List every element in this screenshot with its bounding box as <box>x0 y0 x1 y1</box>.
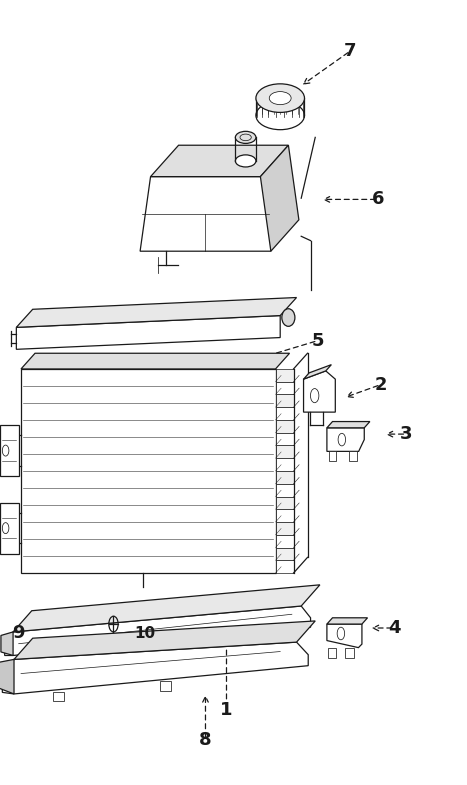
Polygon shape <box>0 502 19 553</box>
Polygon shape <box>327 428 364 451</box>
Polygon shape <box>276 548 294 560</box>
Polygon shape <box>276 509 294 522</box>
Polygon shape <box>16 298 297 327</box>
Polygon shape <box>276 560 294 573</box>
Polygon shape <box>21 353 290 369</box>
Polygon shape <box>13 585 320 632</box>
Polygon shape <box>0 425 19 476</box>
Polygon shape <box>160 681 171 691</box>
Text: 2: 2 <box>375 376 387 393</box>
Text: 5: 5 <box>311 332 324 349</box>
Polygon shape <box>304 364 332 379</box>
Polygon shape <box>349 451 357 461</box>
Polygon shape <box>276 458 294 471</box>
Polygon shape <box>276 420 294 433</box>
Polygon shape <box>140 177 271 251</box>
Polygon shape <box>2 642 308 694</box>
Text: 7: 7 <box>344 42 356 60</box>
Polygon shape <box>276 394 294 407</box>
Ellipse shape <box>269 92 291 104</box>
Polygon shape <box>276 497 294 509</box>
Polygon shape <box>1 632 13 655</box>
Polygon shape <box>327 624 362 648</box>
Text: 1: 1 <box>220 702 233 719</box>
Text: 8: 8 <box>199 732 212 749</box>
Polygon shape <box>329 451 336 461</box>
Polygon shape <box>276 382 294 394</box>
Polygon shape <box>304 371 335 412</box>
Polygon shape <box>276 407 294 420</box>
Polygon shape <box>0 659 14 694</box>
Polygon shape <box>276 522 294 535</box>
Polygon shape <box>21 369 276 573</box>
Polygon shape <box>16 316 280 349</box>
Polygon shape <box>328 648 336 658</box>
Ellipse shape <box>235 131 256 144</box>
Text: 9: 9 <box>13 625 25 642</box>
Polygon shape <box>276 433 294 446</box>
Ellipse shape <box>235 155 256 167</box>
Polygon shape <box>276 471 294 484</box>
Ellipse shape <box>282 309 295 327</box>
Polygon shape <box>276 535 294 548</box>
Polygon shape <box>261 145 299 251</box>
Polygon shape <box>5 606 311 655</box>
Polygon shape <box>150 145 289 177</box>
Polygon shape <box>14 621 315 659</box>
Polygon shape <box>276 369 294 382</box>
Polygon shape <box>276 484 294 497</box>
Polygon shape <box>327 618 368 624</box>
Polygon shape <box>346 648 354 658</box>
Polygon shape <box>327 422 370 428</box>
Polygon shape <box>53 692 64 701</box>
Ellipse shape <box>256 84 304 112</box>
Polygon shape <box>276 446 294 458</box>
Text: 6: 6 <box>372 191 384 208</box>
Text: 10: 10 <box>134 626 156 641</box>
Text: 3: 3 <box>400 425 412 443</box>
Text: 4: 4 <box>389 619 401 637</box>
